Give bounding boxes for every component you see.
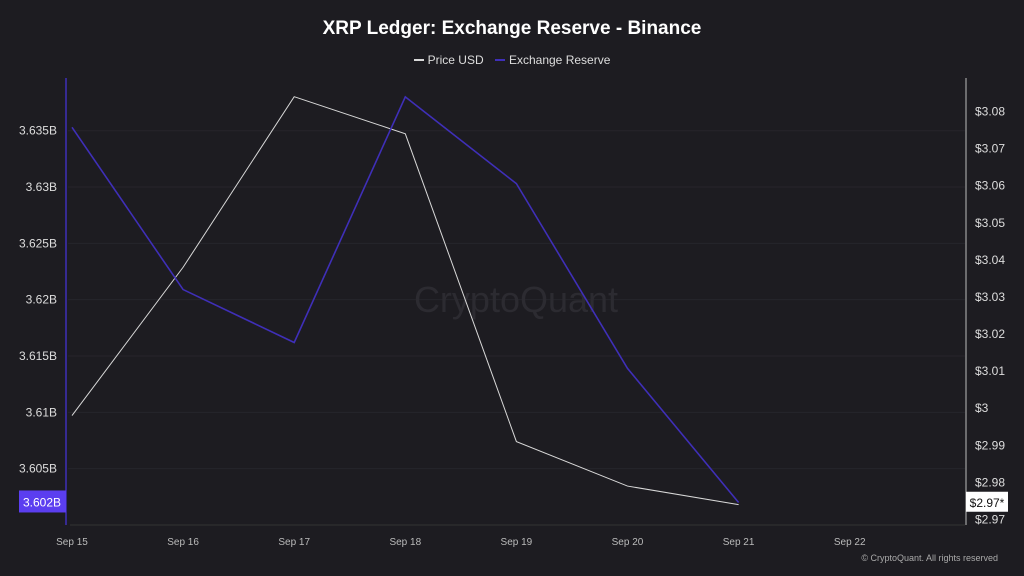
x-tick-label: Sep 16 bbox=[167, 537, 199, 548]
left-tick-label: 3.615B bbox=[19, 349, 57, 363]
left-tick-label: 3.61B bbox=[26, 405, 57, 419]
left-current-badge bbox=[19, 490, 66, 513]
right-tick-label: $3.06 bbox=[975, 179, 1005, 193]
right-tick-label: $3.01 bbox=[975, 364, 1005, 378]
right-tick-label: $3.05 bbox=[975, 216, 1005, 230]
left-current-label: 3.602B bbox=[23, 495, 61, 509]
x-tick-label: Sep 20 bbox=[612, 537, 644, 548]
legend-label: Exchange Reserve bbox=[508, 53, 611, 67]
series-line-reserve bbox=[71, 95, 740, 503]
right-tick-label: $2.98 bbox=[975, 475, 1005, 489]
legend-item-price[interactable]: Price USD bbox=[413, 53, 484, 67]
right-tick-label: $3.03 bbox=[975, 290, 1005, 304]
right-tick-label: $3.07 bbox=[975, 142, 1005, 156]
legend-label: Price USD bbox=[427, 53, 484, 67]
legend-item-reserve[interactable]: Exchange Reserve bbox=[494, 53, 611, 67]
left-tick-label: 3.62B bbox=[26, 293, 57, 307]
x-tick-label: Sep 19 bbox=[501, 537, 533, 548]
left-tick-label: 3.63B bbox=[26, 180, 57, 194]
right-tick-label: $2.97 bbox=[975, 512, 1005, 526]
left-tick-label: 3.605B bbox=[19, 462, 57, 476]
right-tick-label: $2.99 bbox=[975, 438, 1005, 452]
watermark: CryptoQuant bbox=[414, 279, 618, 320]
x-tick-label: Sep 15 bbox=[56, 537, 88, 548]
right-tick-label: $3.04 bbox=[975, 253, 1005, 267]
right-current-label: $2.97* bbox=[970, 496, 1005, 510]
x-tick-label: Sep 18 bbox=[389, 537, 421, 548]
chart-title: XRP Ledger: Exchange Reserve - Binance bbox=[322, 18, 702, 39]
left-tick-label: 3.635B bbox=[19, 124, 57, 138]
right-current-badge bbox=[966, 491, 1008, 512]
legend-swatch bbox=[413, 59, 424, 61]
right-tick-label: $3.08 bbox=[975, 105, 1005, 119]
copyright: © CryptoQuant. All rights reserved bbox=[861, 553, 998, 563]
series-line-price bbox=[71, 96, 739, 506]
right-tick-label: $3.02 bbox=[975, 327, 1005, 341]
left-tick-label: 3.625B bbox=[19, 236, 57, 250]
x-tick-label: Sep 17 bbox=[278, 537, 310, 548]
legend-swatch bbox=[494, 59, 505, 61]
legend: Price USD Exchange Reserve bbox=[0, 50, 1024, 67]
right-tick-label: $3 bbox=[975, 401, 989, 415]
x-tick-label: Sep 21 bbox=[723, 537, 755, 548]
x-tick-label: Sep 22 bbox=[834, 537, 866, 548]
